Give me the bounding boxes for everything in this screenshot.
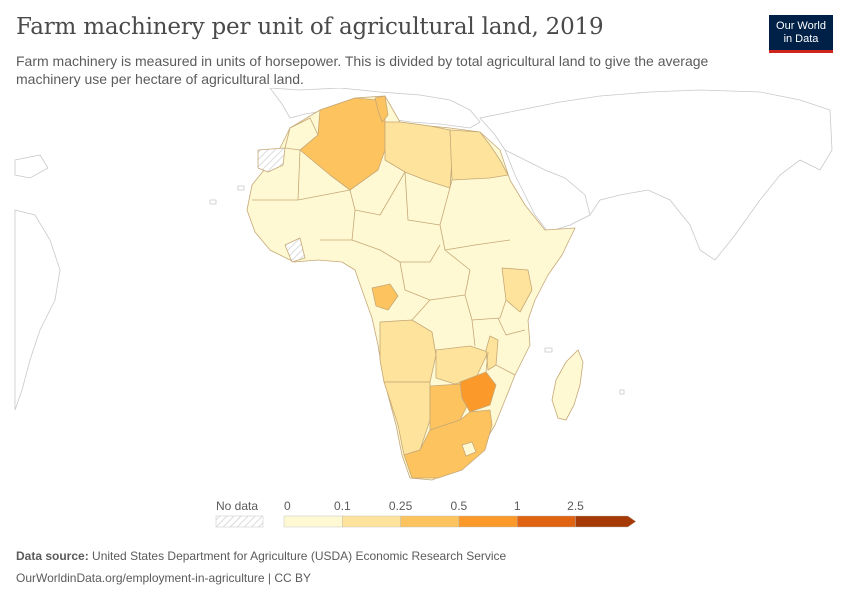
legend-bin-3[interactable] bbox=[458, 515, 518, 528]
malawi bbox=[485, 335, 499, 371]
western-sahara bbox=[257, 147, 286, 173]
angola bbox=[379, 319, 437, 383]
data-source-label: Data source: bbox=[16, 549, 89, 563]
owid-logo[interactable]: Our World in Data bbox=[769, 15, 833, 53]
data-source-text: United States Department for Agriculture… bbox=[92, 549, 507, 563]
legend-bins bbox=[283, 515, 637, 528]
south-africa bbox=[403, 409, 493, 479]
gabon bbox=[371, 283, 399, 311]
africa-countries bbox=[209, 95, 625, 481]
legend-tick-label-2: 0.25 bbox=[389, 499, 413, 513]
chart-title: Farm machinery per unit of agricultural … bbox=[16, 14, 604, 40]
arabian-peninsula-outline bbox=[504, 149, 591, 233]
libya bbox=[384, 121, 453, 189]
iceland-outline bbox=[14, 154, 49, 179]
chart-subtitle: Farm machinery is measured in units of h… bbox=[16, 53, 709, 87]
legend-tick-label-5: 2.5 bbox=[567, 499, 584, 513]
tunisia bbox=[374, 95, 389, 123]
legend-no-data-label: No data bbox=[216, 499, 258, 513]
lesotho bbox=[461, 441, 477, 457]
legend-bin-5[interactable] bbox=[575, 515, 637, 528]
legend-tick-label-1: 0.1 bbox=[334, 499, 351, 513]
logo-line-2: in Data bbox=[783, 33, 819, 45]
botswana bbox=[429, 383, 471, 431]
footer-link[interactable]: OurWorldinData.org/employment-in-agricul… bbox=[16, 571, 312, 585]
logo-line-1: Our World bbox=[776, 20, 826, 32]
kenya bbox=[501, 267, 533, 313]
internal-borders bbox=[252, 149, 526, 376]
africa-choropleth-map: No data 0 0.1 0.25 0.5 1 2.5 bbox=[14, 88, 833, 528]
context-landmasses bbox=[14, 88, 833, 421]
legend-bin-0[interactable] bbox=[283, 515, 343, 528]
madagascar-outline bbox=[551, 349, 584, 421]
legend-bin-1[interactable] bbox=[342, 515, 401, 528]
egypt bbox=[449, 129, 509, 181]
legend-bin-4[interactable] bbox=[517, 515, 576, 528]
legend: No data 0 0.1 0.25 0.5 1 2.5 bbox=[215, 499, 637, 528]
legend-tick-label-4: 1 bbox=[514, 499, 521, 513]
sierra-leone bbox=[284, 237, 306, 263]
data-source: Data source: United States Department fo… bbox=[16, 549, 506, 563]
legend-no-data-swatch[interactable] bbox=[215, 515, 264, 528]
legend-bin-2[interactable] bbox=[400, 515, 460, 528]
legend-ticks: 0 0.1 0.25 0.5 1 2.5 bbox=[284, 499, 584, 513]
legend-tick-label-3: 0.5 bbox=[451, 499, 468, 513]
mauritius-seychelles bbox=[544, 347, 625, 395]
canary-islands bbox=[209, 185, 245, 205]
legend-tick-label-0: 0 bbox=[284, 499, 291, 513]
americas-outline bbox=[14, 209, 61, 411]
